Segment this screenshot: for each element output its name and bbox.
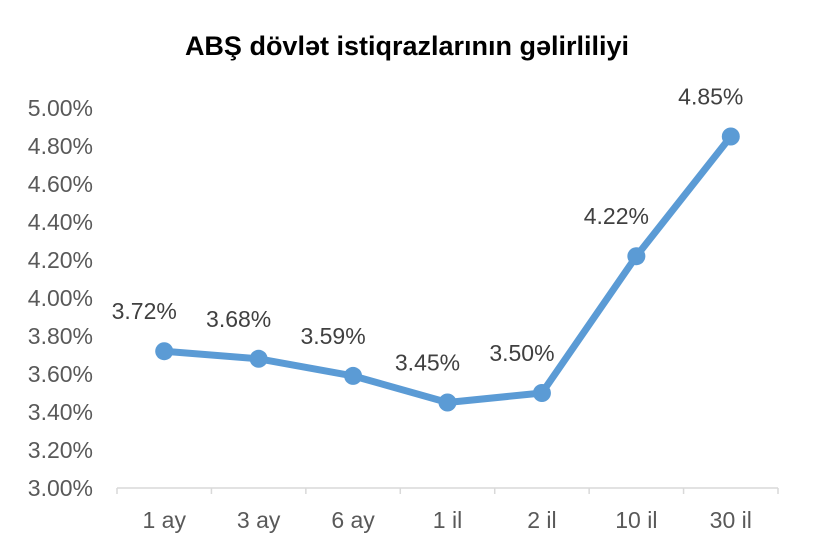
x-tick-label: 1 ay [142, 507, 186, 533]
data-point [532, 384, 551, 402]
y-tick-label: 4.00% [28, 285, 93, 311]
y-tick-label: 3.20% [28, 437, 93, 463]
data-label: 3.50% [489, 340, 554, 366]
y-tick-label: 3.60% [28, 361, 93, 387]
x-axis: 1 ay 3 ay 6 ay 1 il 2 il 10 il 30 il [116, 488, 779, 533]
data-point [344, 366, 363, 385]
y-axis: 3.00% 3.20% 3.40% 3.60% 3.80% 4.00% 4.20% 4.40%… [28, 95, 93, 501]
data-point [438, 393, 457, 412]
data-point [627, 247, 646, 266]
y-tick-label: 4.60% [28, 171, 93, 197]
x-tick-label: 6 ay [331, 507, 375, 533]
x-tick-label: 30 il [710, 507, 752, 533]
data-point [249, 349, 268, 368]
data-point [721, 127, 740, 146]
data-label: 4.22% [584, 203, 649, 229]
x-tick-label: 10 il [615, 507, 657, 533]
y-tick-label: 4.20% [28, 247, 93, 273]
y-tick-label: 5.00% [28, 95, 93, 121]
data-label: 3.45% [395, 350, 460, 376]
x-tick-label: 3 ay [237, 507, 281, 533]
x-tick-label: 2 il [527, 507, 556, 533]
y-tick-label: 3.40% [28, 399, 93, 425]
data-labels: 3.72% 3.68% 3.59% 3.45% 3.50% 4.22% 4.85% [112, 84, 744, 376]
data-point [155, 342, 174, 361]
data-label: 4.85% [678, 84, 743, 110]
y-tick-label: 4.80% [28, 133, 93, 159]
x-tick-label: 1 il [433, 507, 462, 533]
chart-title: ABŞ dövlət istiqrazlarının gəlirliliyi [185, 31, 629, 61]
y-tick-label: 4.40% [28, 209, 93, 235]
data-label: 3.59% [300, 323, 365, 349]
y-tick-label: 3.00% [28, 475, 93, 501]
y-tick-label: 3.80% [28, 323, 93, 349]
data-label: 3.72% [112, 298, 177, 324]
series-group [155, 127, 740, 412]
data-label: 3.68% [206, 306, 271, 332]
